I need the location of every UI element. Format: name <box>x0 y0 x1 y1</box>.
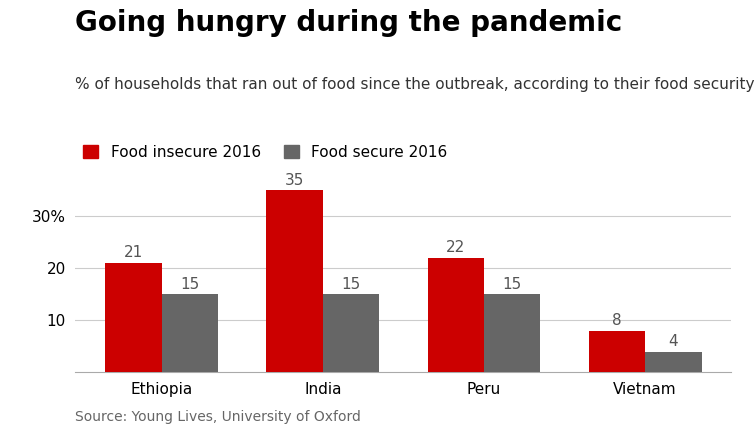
Legend: Food insecure 2016, Food secure 2016: Food insecure 2016, Food secure 2016 <box>83 145 447 160</box>
Text: 21: 21 <box>124 245 143 261</box>
Text: % of households that ran out of food since the outbreak, according to their food: % of households that ran out of food sin… <box>75 77 754 92</box>
Text: 15: 15 <box>503 276 522 291</box>
Bar <box>428 258 484 372</box>
Bar <box>161 294 218 372</box>
Text: 8: 8 <box>612 313 622 328</box>
Text: 22: 22 <box>446 240 465 255</box>
Text: 4: 4 <box>669 334 678 349</box>
Text: 15: 15 <box>180 276 200 291</box>
Text: Source: Young Lives, University of Oxford: Source: Young Lives, University of Oxfor… <box>75 410 361 424</box>
Text: Going hungry during the pandemic: Going hungry during the pandemic <box>75 9 623 36</box>
Bar <box>589 331 645 372</box>
Bar <box>645 351 701 372</box>
Bar <box>323 294 379 372</box>
Bar <box>484 294 541 372</box>
Text: 15: 15 <box>342 276 360 291</box>
Bar <box>106 263 161 372</box>
Bar <box>266 190 323 372</box>
Text: 35: 35 <box>285 172 305 187</box>
